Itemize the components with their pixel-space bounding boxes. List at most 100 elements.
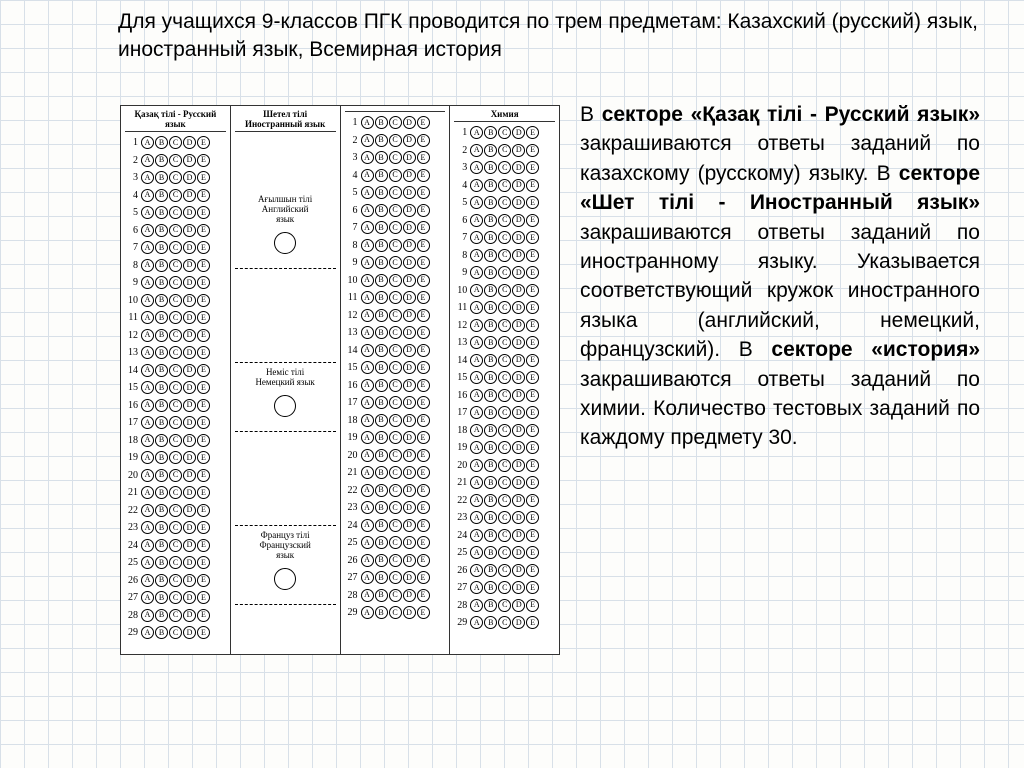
answer-bubble[interactable]: E bbox=[197, 504, 210, 517]
answer-bubble[interactable]: C bbox=[498, 301, 511, 314]
answer-bubble[interactable]: C bbox=[169, 591, 182, 604]
answer-bubble[interactable]: A bbox=[470, 284, 483, 297]
answer-bubble[interactable]: B bbox=[155, 416, 168, 429]
answer-bubble[interactable]: E bbox=[197, 486, 210, 499]
answer-bubble[interactable]: B bbox=[155, 276, 168, 289]
answer-bubble[interactable]: E bbox=[417, 606, 430, 619]
answer-bubble[interactable]: D bbox=[403, 291, 416, 304]
language-select-circle[interactable] bbox=[274, 568, 296, 590]
answer-bubble[interactable]: A bbox=[361, 116, 374, 129]
answer-bubble[interactable]: D bbox=[512, 476, 525, 489]
answer-bubble[interactable]: E bbox=[197, 171, 210, 184]
answer-bubble[interactable]: A bbox=[141, 556, 154, 569]
answer-bubble[interactable]: C bbox=[169, 416, 182, 429]
answer-bubble[interactable]: B bbox=[484, 214, 497, 227]
answer-bubble[interactable]: D bbox=[512, 161, 525, 174]
answer-bubble[interactable]: C bbox=[498, 214, 511, 227]
answer-bubble[interactable]: B bbox=[375, 291, 388, 304]
answer-bubble[interactable]: B bbox=[155, 469, 168, 482]
answer-bubble[interactable]: A bbox=[361, 326, 374, 339]
answer-bubble[interactable]: E bbox=[417, 326, 430, 339]
answer-bubble[interactable]: B bbox=[375, 116, 388, 129]
answer-bubble[interactable]: B bbox=[375, 344, 388, 357]
answer-bubble[interactable]: E bbox=[526, 511, 539, 524]
answer-bubble[interactable]: C bbox=[498, 599, 511, 612]
answer-bubble[interactable]: C bbox=[498, 161, 511, 174]
answer-bubble[interactable]: D bbox=[183, 451, 196, 464]
answer-bubble[interactable]: A bbox=[361, 239, 374, 252]
answer-bubble[interactable]: B bbox=[155, 591, 168, 604]
answer-bubble[interactable]: D bbox=[512, 494, 525, 507]
answer-bubble[interactable]: E bbox=[526, 231, 539, 244]
answer-bubble[interactable]: D bbox=[183, 469, 196, 482]
answer-bubble[interactable]: D bbox=[403, 221, 416, 234]
answer-bubble[interactable]: B bbox=[155, 486, 168, 499]
answer-bubble[interactable]: C bbox=[169, 206, 182, 219]
answer-bubble[interactable]: D bbox=[512, 354, 525, 367]
answer-bubble[interactable]: A bbox=[141, 224, 154, 237]
answer-bubble[interactable]: B bbox=[484, 494, 497, 507]
answer-bubble[interactable]: E bbox=[197, 154, 210, 167]
answer-bubble[interactable]: D bbox=[512, 546, 525, 559]
answer-bubble[interactable]: C bbox=[169, 504, 182, 517]
answer-bubble[interactable]: D bbox=[183, 609, 196, 622]
answer-bubble[interactable]: A bbox=[470, 144, 483, 157]
answer-bubble[interactable]: D bbox=[512, 389, 525, 402]
answer-bubble[interactable]: C bbox=[389, 134, 402, 147]
answer-bubble[interactable]: D bbox=[403, 414, 416, 427]
answer-bubble[interactable]: C bbox=[389, 309, 402, 322]
answer-bubble[interactable]: B bbox=[375, 554, 388, 567]
answer-bubble[interactable]: A bbox=[361, 466, 374, 479]
answer-bubble[interactable]: A bbox=[141, 136, 154, 149]
answer-bubble[interactable]: B bbox=[375, 256, 388, 269]
answer-bubble[interactable]: A bbox=[470, 301, 483, 314]
answer-bubble[interactable]: D bbox=[512, 179, 525, 192]
answer-bubble[interactable]: E bbox=[197, 381, 210, 394]
answer-bubble[interactable]: B bbox=[375, 484, 388, 497]
answer-bubble[interactable]: D bbox=[403, 379, 416, 392]
answer-bubble[interactable]: E bbox=[197, 346, 210, 359]
answer-bubble[interactable]: E bbox=[526, 616, 539, 629]
answer-bubble[interactable]: E bbox=[197, 469, 210, 482]
answer-bubble[interactable]: D bbox=[403, 151, 416, 164]
answer-bubble[interactable]: E bbox=[197, 591, 210, 604]
answer-bubble[interactable]: A bbox=[141, 294, 154, 307]
answer-bubble[interactable]: D bbox=[183, 346, 196, 359]
answer-bubble[interactable]: B bbox=[375, 606, 388, 619]
answer-bubble[interactable]: A bbox=[470, 231, 483, 244]
answer-bubble[interactable]: D bbox=[403, 309, 416, 322]
answer-bubble[interactable]: A bbox=[470, 476, 483, 489]
answer-bubble[interactable]: E bbox=[526, 196, 539, 209]
answer-bubble[interactable]: C bbox=[389, 151, 402, 164]
answer-bubble[interactable]: A bbox=[361, 519, 374, 532]
answer-bubble[interactable]: D bbox=[403, 606, 416, 619]
answer-bubble[interactable]: A bbox=[470, 354, 483, 367]
answer-bubble[interactable]: C bbox=[169, 259, 182, 272]
answer-bubble[interactable]: C bbox=[498, 494, 511, 507]
answer-bubble[interactable]: E bbox=[197, 329, 210, 342]
answer-bubble[interactable]: A bbox=[470, 564, 483, 577]
answer-bubble[interactable]: E bbox=[526, 476, 539, 489]
answer-bubble[interactable]: A bbox=[141, 486, 154, 499]
answer-bubble[interactable]: D bbox=[183, 136, 196, 149]
answer-bubble[interactable]: B bbox=[484, 161, 497, 174]
answer-bubble[interactable]: C bbox=[389, 326, 402, 339]
answer-bubble[interactable]: E bbox=[526, 599, 539, 612]
answer-bubble[interactable]: A bbox=[361, 221, 374, 234]
answer-bubble[interactable]: E bbox=[526, 371, 539, 384]
answer-bubble[interactable]: E bbox=[526, 161, 539, 174]
answer-bubble[interactable]: A bbox=[470, 581, 483, 594]
answer-bubble[interactable]: D bbox=[183, 311, 196, 324]
answer-bubble[interactable]: A bbox=[141, 399, 154, 412]
answer-bubble[interactable]: A bbox=[470, 319, 483, 332]
answer-bubble[interactable]: E bbox=[526, 319, 539, 332]
answer-bubble[interactable]: D bbox=[183, 189, 196, 202]
answer-bubble[interactable]: A bbox=[361, 274, 374, 287]
answer-bubble[interactable]: D bbox=[512, 231, 525, 244]
answer-bubble[interactable]: A bbox=[141, 241, 154, 254]
answer-bubble[interactable]: C bbox=[389, 256, 402, 269]
answer-bubble[interactable]: A bbox=[470, 406, 483, 419]
answer-bubble[interactable]: A bbox=[141, 346, 154, 359]
answer-bubble[interactable]: D bbox=[512, 144, 525, 157]
answer-bubble[interactable]: E bbox=[417, 239, 430, 252]
